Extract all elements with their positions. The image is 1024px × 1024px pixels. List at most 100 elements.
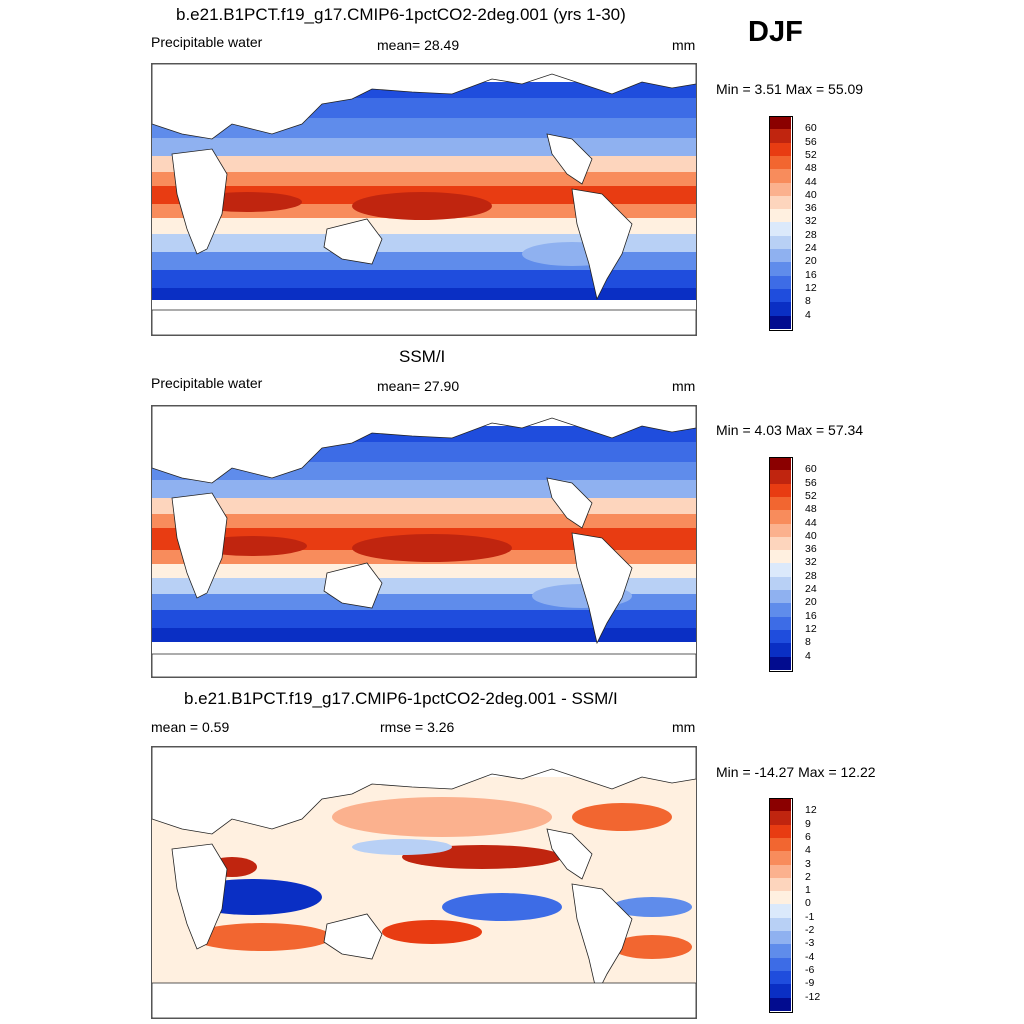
colorbar-swatch bbox=[769, 944, 791, 958]
colorbar-tick-label: 40 bbox=[805, 188, 817, 201]
colorbar-swatch bbox=[769, 483, 791, 498]
colorbar-swatch bbox=[769, 603, 791, 617]
panel-2-mean-label: mean= 27.90 bbox=[377, 378, 460, 394]
colorbar-tick-label: 52 bbox=[805, 148, 817, 161]
colorbar-tick-label: 60 bbox=[805, 122, 817, 135]
colorbar-swatch bbox=[769, 576, 791, 591]
colorbar-tick-label: 44 bbox=[805, 175, 817, 188]
colorbar-tick-label: 8 bbox=[805, 636, 811, 649]
colorbar-swatch bbox=[769, 629, 791, 644]
colorbar-tick-label: 2 bbox=[805, 870, 811, 883]
colorbar-tick-label: -6 bbox=[805, 963, 815, 976]
panel-1-mean-label: mean= 28.49 bbox=[377, 37, 460, 53]
panel-1-map-svg bbox=[152, 64, 696, 335]
panel-2-units-label: mm bbox=[672, 378, 696, 394]
colorbar-tick-label: 4 bbox=[805, 308, 811, 321]
colorbar-tick-label: -9 bbox=[805, 977, 815, 990]
colorbar-frame bbox=[769, 798, 793, 1013]
panel-2-map-svg bbox=[152, 406, 696, 677]
colorbar-tick-label: 20 bbox=[805, 255, 817, 268]
colorbar-swatch bbox=[769, 550, 791, 564]
colorbar-swatch bbox=[769, 984, 791, 998]
colorbar-swatch bbox=[769, 656, 791, 671]
colorbar-tick-label: 3 bbox=[805, 857, 811, 870]
colorbar-swatch bbox=[769, 222, 791, 237]
colorbar-tick-label: 32 bbox=[805, 556, 817, 569]
panel-1-units-label: mm bbox=[672, 37, 696, 53]
colorbar-swatch bbox=[769, 904, 791, 919]
panel-2-variable-label: Precipitable water bbox=[151, 375, 263, 391]
colorbar-tick-label: 12 bbox=[805, 804, 817, 817]
colorbar-swatch bbox=[769, 155, 791, 170]
colorbar-tick-label: 32 bbox=[805, 215, 817, 228]
colorbar-tick-label: 60 bbox=[805, 463, 817, 476]
colorbar-tick-label: 24 bbox=[805, 242, 817, 254]
colorbar-swatch bbox=[769, 116, 791, 130]
colorbar-swatch bbox=[769, 970, 791, 985]
colorbar-swatch bbox=[769, 470, 791, 484]
colorbar-tick-label: 12 bbox=[805, 622, 817, 635]
colorbar-swatch bbox=[769, 837, 791, 852]
season-label: DJF bbox=[748, 16, 803, 48]
colorbar-tick-label: 0 bbox=[805, 897, 811, 910]
colorbar-tick-label: 40 bbox=[805, 529, 817, 542]
colorbar-swatch bbox=[769, 288, 791, 303]
panel-3-rmse-label: rmse = 3.26 bbox=[380, 719, 455, 735]
colorbar-swatch bbox=[769, 536, 791, 551]
colorbar-swatch bbox=[769, 523, 791, 538]
colorbar-swatch bbox=[769, 811, 791, 825]
colorbar-tick-label: -1 bbox=[805, 910, 815, 923]
colorbar-tick-label: 48 bbox=[805, 162, 817, 175]
panel-1-variable-label: Precipitable water bbox=[151, 34, 263, 50]
colorbar-swatch bbox=[769, 877, 791, 892]
panel-3-units-label: mm bbox=[672, 719, 696, 735]
panel-3-title: b.e21.B1PCT.f19_g17.CMIP6-1pctCO2-2deg.0… bbox=[184, 689, 618, 708]
colorbar-tick-label: 56 bbox=[805, 476, 817, 489]
colorbar-swatch bbox=[769, 616, 791, 631]
colorbar-frame bbox=[769, 457, 793, 672]
colorbar-tick-label: -4 bbox=[805, 950, 815, 963]
panel-2-map bbox=[151, 405, 697, 678]
colorbar-swatch bbox=[769, 262, 791, 276]
colorbar-tick-label: 36 bbox=[805, 202, 817, 215]
colorbar-swatch bbox=[769, 195, 791, 210]
colorbar-swatch bbox=[769, 931, 791, 945]
colorbar-swatch bbox=[769, 209, 791, 223]
colorbar-tick-label: 28 bbox=[805, 569, 817, 582]
colorbar-swatch bbox=[769, 917, 791, 932]
colorbar-tick-label: 9 bbox=[805, 817, 811, 830]
colorbar-tick-label: 6 bbox=[805, 830, 811, 843]
colorbar-frame bbox=[769, 116, 793, 331]
colorbar-swatch bbox=[769, 302, 791, 316]
colorbar-tick-label: 16 bbox=[805, 609, 817, 622]
colorbar-swatch bbox=[769, 129, 791, 143]
colorbar-swatch bbox=[769, 563, 791, 578]
colorbar-swatch bbox=[769, 590, 791, 604]
colorbar-swatch bbox=[769, 315, 791, 330]
panel-1-minmax-label: Min = 3.51 Max = 55.09 bbox=[716, 81, 864, 97]
colorbar-swatch bbox=[769, 510, 791, 524]
colorbar-tick-label: 44 bbox=[805, 516, 817, 529]
colorbar-swatch bbox=[769, 957, 791, 972]
colorbar-swatch bbox=[769, 275, 791, 290]
panel-3-map-svg bbox=[152, 747, 696, 1018]
colorbar-tick-label: 28 bbox=[805, 228, 817, 241]
colorbar-swatch bbox=[769, 851, 791, 865]
panel-3-minmax-label: Min = -14.27 Max = 12.22 bbox=[716, 764, 876, 780]
colorbar-tick-label: 4 bbox=[805, 844, 811, 857]
colorbar-tick-label: 1 bbox=[805, 884, 811, 897]
colorbar-tick-label: 12 bbox=[805, 281, 817, 294]
panel-2-title: SSM/I bbox=[399, 347, 446, 366]
panel-3-mean-label: mean = 0.59 bbox=[151, 719, 230, 735]
panel-1-map bbox=[151, 63, 697, 336]
colorbar-swatch bbox=[769, 235, 791, 250]
colorbar-tick-label: -12 bbox=[805, 990, 821, 1003]
colorbar-swatch bbox=[769, 496, 791, 511]
colorbar-swatch bbox=[769, 457, 791, 471]
colorbar-swatch bbox=[769, 182, 791, 197]
panel-2-minmax-label: Min = 4.03 Max = 57.34 bbox=[716, 422, 864, 438]
colorbar-tick-label: 20 bbox=[805, 596, 817, 609]
colorbar-tick-label: 4 bbox=[805, 649, 811, 662]
colorbar-tick-label: 48 bbox=[805, 503, 817, 516]
colorbar-tick-label: 8 bbox=[805, 295, 811, 308]
